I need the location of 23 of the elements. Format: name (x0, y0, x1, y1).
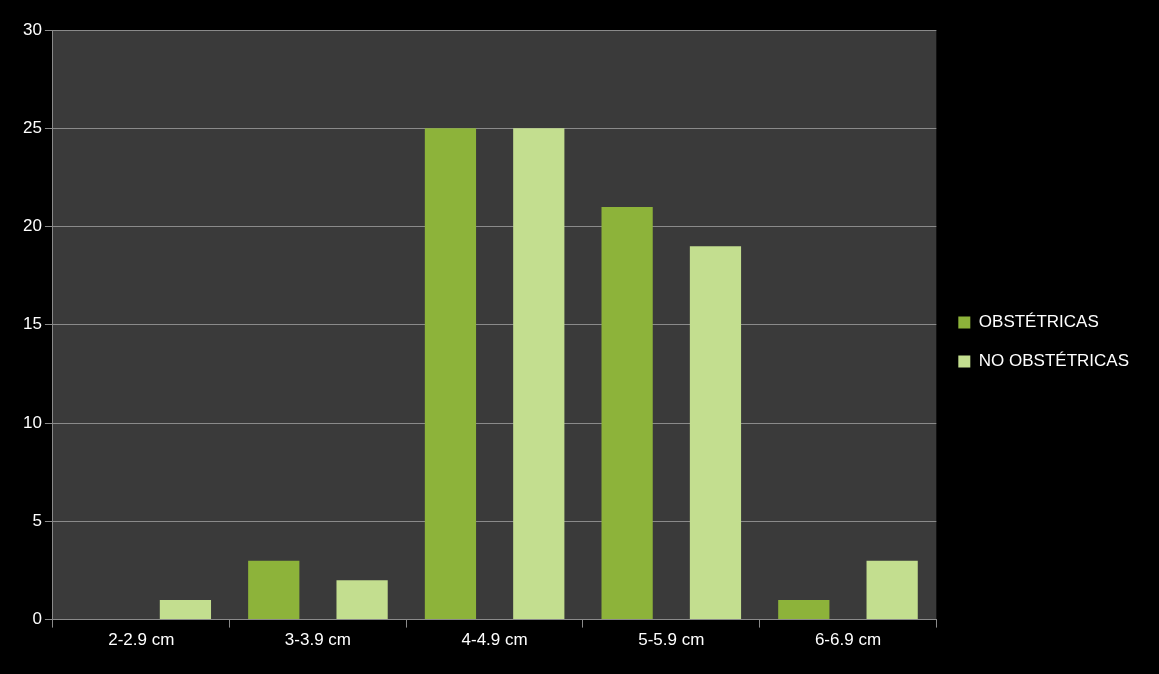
x-tick-label: 4-4.9 cm (461, 630, 528, 650)
bar (336, 580, 388, 620)
legend-label: NO OBSTÉTRICAS (978, 351, 1129, 371)
y-tick-label: 0 (32, 609, 42, 629)
bar (248, 560, 300, 620)
y-tick-label: 25 (22, 117, 42, 137)
legend-label: OBSTÉTRICAS (978, 312, 1099, 332)
bar (778, 599, 830, 620)
bar (689, 246, 742, 620)
bar (601, 206, 653, 620)
x-tick-label: 2-2.9 cm (108, 630, 175, 650)
bar (424, 128, 477, 620)
bar (866, 560, 918, 620)
x-tick-label: 6-6.9 cm (814, 630, 882, 650)
y-tick-label: 10 (22, 412, 42, 432)
x-tick-label: 5-5.9 cm (638, 630, 705, 650)
y-tick-label: 20 (22, 216, 42, 236)
bar (513, 128, 565, 620)
y-tick-label: 5 (32, 511, 42, 531)
x-tick-label: 3-3.9 cm (284, 630, 351, 650)
y-tick-label: 30 (22, 19, 42, 39)
bar (159, 599, 212, 620)
y-tick-label: 15 (22, 314, 42, 334)
